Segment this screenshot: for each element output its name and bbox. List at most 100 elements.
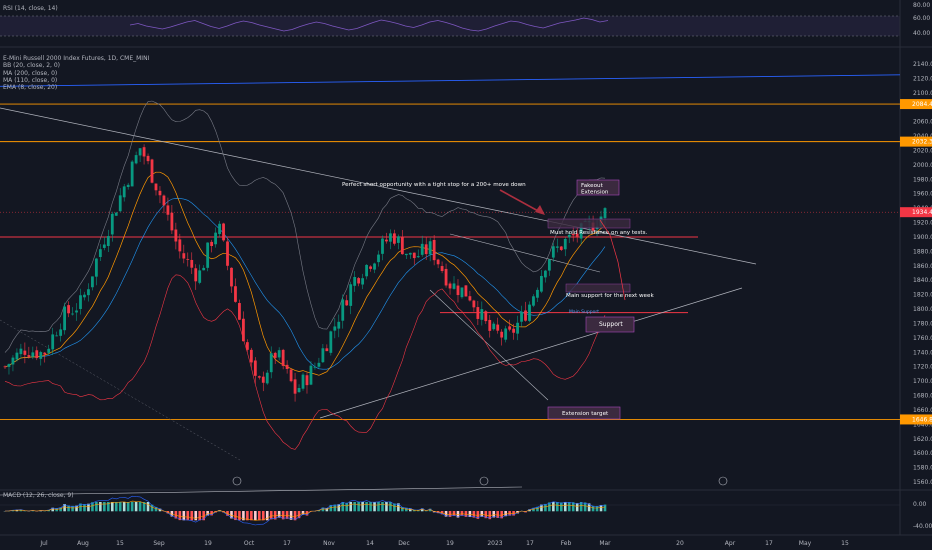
- rsi-line: [129, 17, 609, 32]
- candle-body: [178, 239, 182, 252]
- candle-body: [440, 266, 444, 272]
- macd-bar: [500, 511, 503, 519]
- candle-body: [603, 208, 607, 219]
- macd-bar: [408, 508, 412, 512]
- candle-body: [273, 352, 277, 358]
- candle-body: [460, 287, 464, 298]
- event-marker: [718, 476, 728, 486]
- macd-bar: [254, 511, 257, 521]
- main-support-small: Main Support: [569, 309, 599, 315]
- macd-bar: [273, 511, 277, 520]
- macd-line: [4, 495, 606, 526]
- macd-bar: [583, 502, 587, 512]
- macd-tick-label: -40.00: [913, 523, 932, 530]
- candle-body: [508, 326, 512, 330]
- candle-body: [166, 205, 170, 215]
- candle-body: [126, 184, 130, 188]
- macd-bar: [571, 502, 575, 512]
- time-tick-label: 20: [676, 540, 684, 547]
- candle-body: [150, 159, 154, 183]
- macd-bar: [238, 511, 241, 521]
- macd-bar: [369, 502, 372, 512]
- candle-body: [492, 323, 496, 330]
- candle-body: [353, 276, 357, 286]
- candle-body: [35, 350, 39, 359]
- macd-bar: [599, 505, 603, 512]
- candle-body: [424, 244, 428, 255]
- candle-body: [210, 241, 214, 247]
- candle-body: [67, 305, 70, 314]
- candle-body: [134, 155, 138, 164]
- macd-bar: [472, 511, 476, 518]
- candle-body: [496, 324, 500, 331]
- signal-line: [4, 500, 606, 521]
- macd-bar: [242, 511, 245, 521]
- rsi-pane: [0, 0, 900, 46]
- macd-bar: [130, 502, 134, 512]
- time-tick-label: Apr: [725, 540, 736, 547]
- candle-body: [43, 352, 47, 355]
- price-badge: [900, 414, 932, 425]
- rsi-tick-label: 60.00: [913, 15, 930, 22]
- candle-body: [218, 223, 221, 235]
- macd-bar: [269, 511, 273, 520]
- candle-body: [31, 352, 35, 357]
- ema-line: [4, 171, 606, 376]
- macd-legend[interactable]: MACD (12, 26, close, 9): [3, 492, 74, 499]
- candle-body: [7, 364, 11, 367]
- price-tick-label: 1800.0: [913, 306, 932, 313]
- candle-body: [47, 348, 51, 353]
- macd-bar: [158, 508, 162, 512]
- macd-bar: [281, 511, 285, 520]
- candle-body: [59, 329, 63, 336]
- macd-bar: [595, 505, 599, 512]
- price-tick-label: 1740.0: [913, 349, 932, 356]
- macd-bar: [126, 502, 130, 512]
- time-tick-label: 15: [841, 540, 849, 547]
- candle-body: [563, 238, 567, 250]
- candle-body: [261, 376, 265, 383]
- time-tick-label: 14: [366, 540, 374, 547]
- macd-bar: [99, 502, 102, 512]
- price-tick-label: 1600.0: [913, 450, 932, 457]
- macd-bar: [464, 511, 468, 517]
- candle-body: [559, 246, 563, 250]
- candle-body: [488, 319, 492, 331]
- candle-body: [313, 366, 317, 368]
- main-legend[interactable]: E-Mini Russell 2000 Index Futures, 1D, C…: [3, 55, 149, 91]
- rsi-legend[interactable]: RSI (14, close, 14): [3, 5, 58, 12]
- macd-bar: [480, 511, 484, 517]
- price-tick-label: 1920.0: [913, 220, 932, 227]
- candle-body: [436, 259, 440, 265]
- candle-body: [396, 236, 400, 243]
- price-tick-label: 2000.0: [913, 162, 932, 169]
- macd-bar: [87, 503, 90, 512]
- candle-body: [138, 148, 142, 156]
- time-tick-label: 15: [116, 540, 124, 547]
- candle-body: [277, 350, 281, 358]
- candle-body: [226, 241, 229, 266]
- candle-body: [182, 253, 186, 259]
- candle-body: [432, 239, 436, 261]
- candle-body: [555, 246, 559, 248]
- candle-body: [83, 294, 86, 298]
- candle-body: [377, 254, 380, 263]
- short-arrow: [499, 189, 541, 213]
- time-tick-label: Feb: [561, 540, 572, 547]
- candle-body: [456, 285, 460, 296]
- candle-body: [361, 278, 365, 285]
- macd-bar: [110, 502, 114, 512]
- candle-body: [333, 326, 337, 331]
- candle-body: [242, 318, 245, 342]
- price-tick-label: 1660.0: [913, 407, 932, 414]
- macd-bar: [603, 504, 607, 512]
- time-tick-label: May: [799, 540, 812, 547]
- macd-bar: [51, 507, 54, 512]
- candle-body: [500, 331, 504, 338]
- macd-bar: [289, 511, 293, 520]
- macd-bar: [428, 508, 432, 512]
- candle-body: [51, 334, 55, 350]
- price-tick-label: 1880.0: [913, 248, 932, 255]
- price-tick-label: 2100.0: [913, 90, 932, 97]
